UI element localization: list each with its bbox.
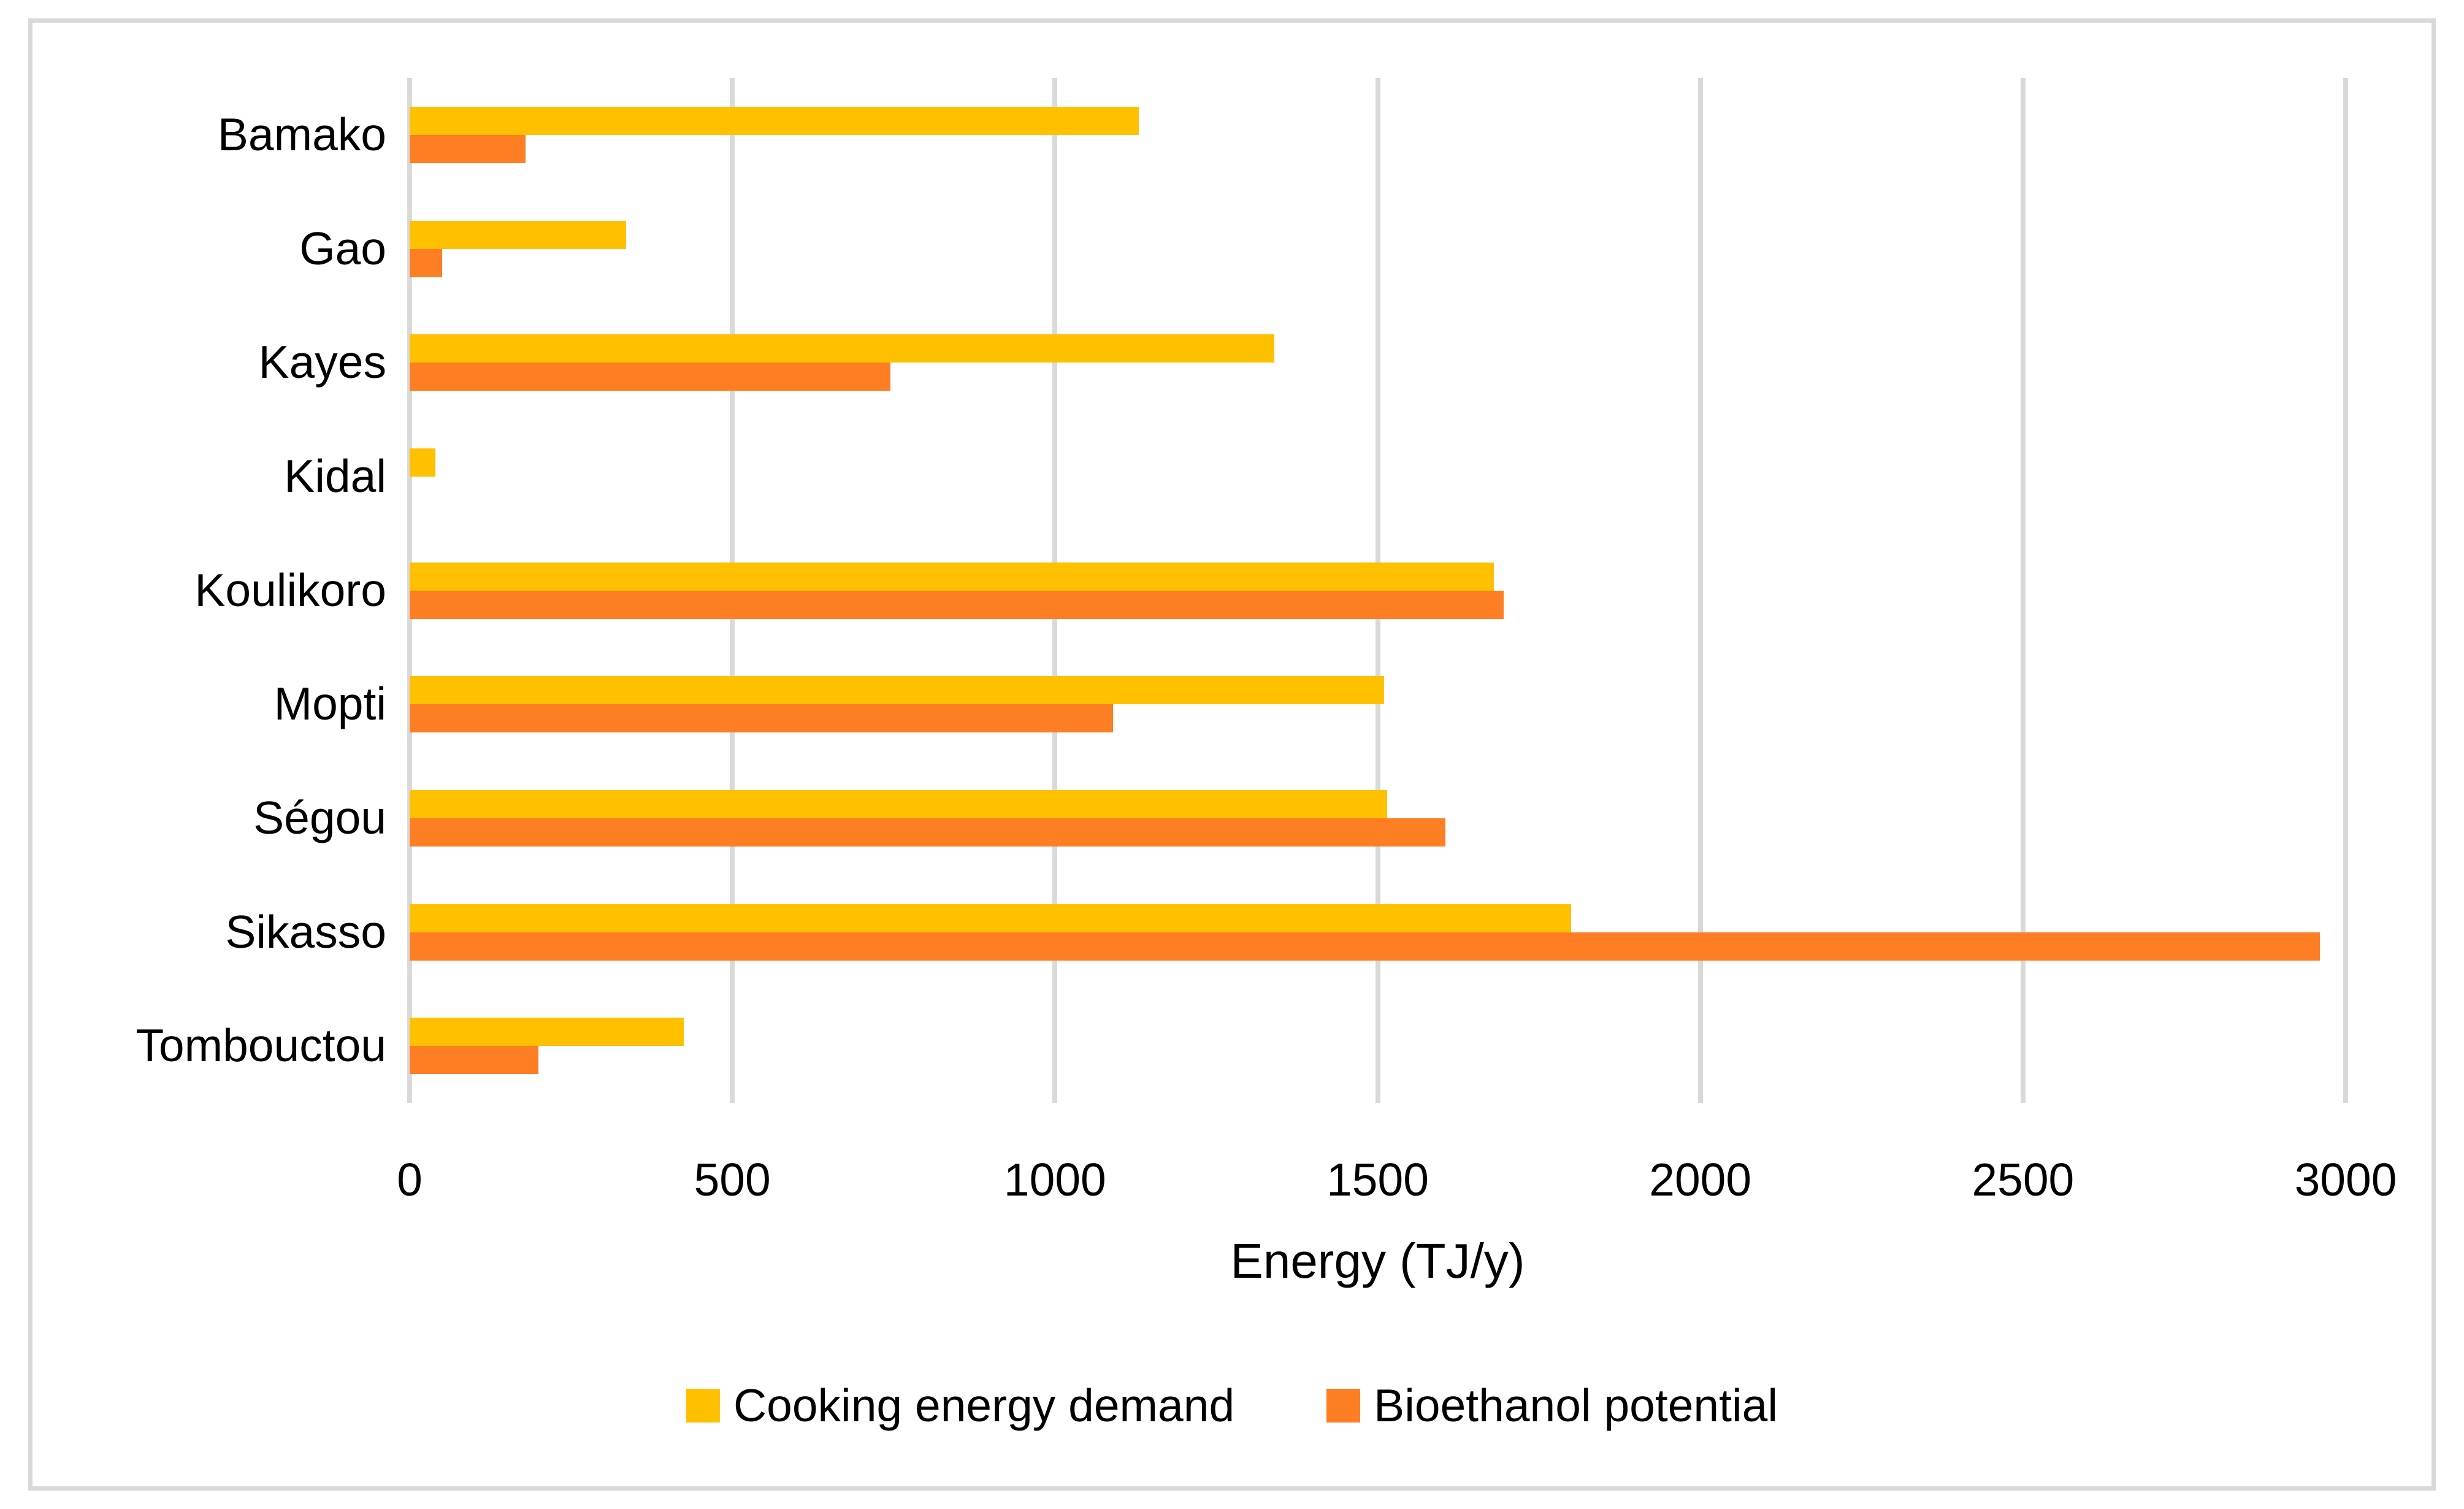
category-label-gao: Gao xyxy=(299,222,386,274)
legend-item-bioethanol-potential: Bioethanol potential xyxy=(1326,1379,1778,1432)
x-tick-label-500: 500 xyxy=(694,1154,771,1205)
x-axis-title: Energy (TJ/y) xyxy=(1230,1234,1525,1288)
bar-ségou-bioethanol-potential xyxy=(410,818,1445,847)
legend-swatch-bioethanol-potential xyxy=(1326,1388,1361,1423)
legend-label-cooking-energy-demand: Cooking energy demand xyxy=(733,1380,1235,1431)
gridline-2500 xyxy=(2020,78,2026,1103)
x-tick-label-1500: 1500 xyxy=(1326,1154,1429,1205)
bar-koulikoro-cooking-energy-demand xyxy=(410,562,1494,591)
category-label-koulikoro: Koulikoro xyxy=(194,564,386,616)
bar-gao-bioethanol-potential xyxy=(410,248,442,277)
bar-kayes-bioethanol-potential xyxy=(410,363,890,391)
gridline-2000 xyxy=(1697,78,1703,1103)
x-tick-label-2000: 2000 xyxy=(1649,1154,1752,1205)
bar-mopti-bioethanol-potential xyxy=(410,704,1114,733)
bar-mopti-cooking-energy-demand xyxy=(410,676,1385,705)
category-label-bamako: Bamako xyxy=(217,109,386,160)
legend: Cooking energy demand Bioethanol potenti… xyxy=(0,1379,2464,1432)
category-label-sikasso: Sikasso xyxy=(225,905,386,958)
category-label-kidal: Kidal xyxy=(284,450,386,502)
x-tick-label-0: 0 xyxy=(397,1154,423,1205)
legend-item-cooking-energy-demand: Cooking energy demand xyxy=(686,1379,1234,1432)
category-label-kayes: Kayes xyxy=(258,336,386,388)
legend-label-bioethanol-potential: Bioethanol potential xyxy=(1374,1380,1778,1431)
category-label-mopti: Mopti xyxy=(274,678,386,730)
bar-tombouctou-cooking-energy-demand xyxy=(410,1018,684,1046)
bar-ségou-cooking-energy-demand xyxy=(410,789,1388,818)
gridline-3000 xyxy=(2343,78,2348,1103)
bar-koulikoro-bioethanol-potential xyxy=(410,590,1504,619)
category-label-ségou: Ségou xyxy=(253,792,386,843)
bar-bamako-cooking-energy-demand xyxy=(410,106,1139,135)
bar-bamako-bioethanol-potential xyxy=(410,134,526,163)
bar-tombouctou-bioethanol-potential xyxy=(410,1046,539,1075)
x-tick-label-3000: 3000 xyxy=(2294,1154,2397,1205)
bar-sikasso-cooking-energy-demand xyxy=(410,904,1572,932)
bar-gao-cooking-energy-demand xyxy=(410,220,626,249)
bar-kidal-cooking-energy-demand xyxy=(410,448,436,477)
legend-swatch-cooking-energy-demand xyxy=(686,1388,720,1423)
bar-sikasso-bioethanol-potential xyxy=(410,932,2320,961)
x-tick-label-1000: 1000 xyxy=(1003,1154,1106,1205)
category-label-tombouctou: Tombouctou xyxy=(136,1019,386,1072)
x-tick-label-2500: 2500 xyxy=(1972,1154,2075,1205)
bar-kayes-cooking-energy-demand xyxy=(410,334,1275,363)
